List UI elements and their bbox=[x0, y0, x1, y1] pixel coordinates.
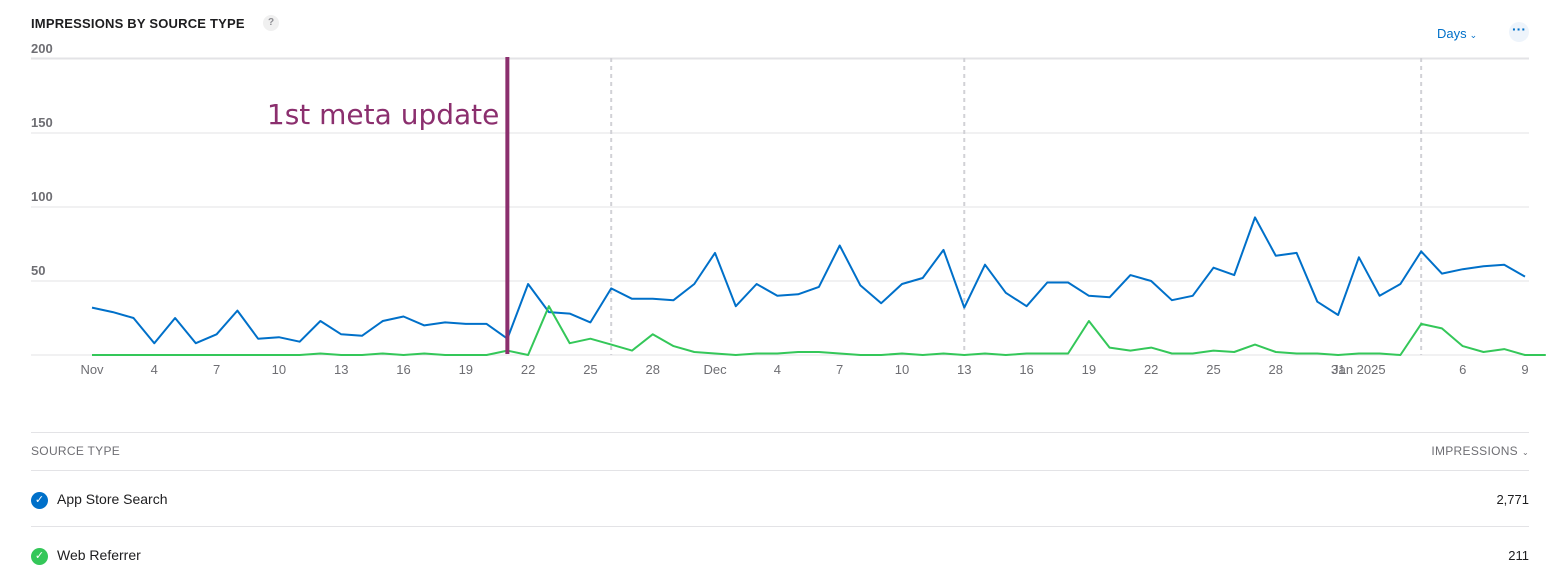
column-header-source-type: SOURCE TYPE bbox=[31, 444, 121, 458]
x-tick-label: 7 bbox=[836, 362, 843, 377]
x-tick-label: 10 bbox=[895, 362, 909, 377]
x-tick-label: 19 bbox=[459, 362, 473, 377]
x-tick-label: 19 bbox=[1082, 362, 1096, 377]
y-tick-label: 50 bbox=[31, 263, 45, 278]
period-select[interactable]: Days ⌄ bbox=[1437, 26, 1477, 41]
x-tick-label: 25 bbox=[583, 362, 597, 377]
check-circle-icon[interactable]: ✓ bbox=[31, 492, 48, 509]
column-header-impressions[interactable]: IMPRESSIONS ⌄ bbox=[1431, 444, 1529, 458]
x-tick-label: 31 bbox=[1331, 362, 1345, 377]
x-tick-label: 16 bbox=[396, 362, 410, 377]
series-line-app-store-search bbox=[91, 216, 1526, 345]
y-tick-label: 200 bbox=[31, 41, 53, 56]
x-tick-label: 13 bbox=[957, 362, 971, 377]
table-divider bbox=[31, 470, 1529, 471]
x-tick-label: 25 bbox=[1206, 362, 1220, 377]
ellipsis-icon[interactable]: ··· bbox=[1509, 22, 1529, 42]
question-mark-icon[interactable]: ? bbox=[263, 15, 279, 31]
chevron-down-icon: ⌄ bbox=[1521, 448, 1529, 457]
y-tick-label: 150 bbox=[31, 115, 53, 130]
check-circle-icon[interactable]: ✓ bbox=[31, 548, 48, 565]
annotation-label: 1st meta update bbox=[267, 98, 499, 131]
chevron-down-icon: ⌄ bbox=[1469, 30, 1478, 40]
x-tick-label: 7 bbox=[213, 362, 220, 377]
table-divider bbox=[31, 526, 1529, 527]
row-label-app-store-search: App Store Search bbox=[57, 491, 168, 507]
row-value-app-store-search: 2,771 bbox=[1496, 492, 1529, 507]
series-line-web-referrer bbox=[92, 305, 1546, 356]
x-tick-label: 6 bbox=[1459, 362, 1466, 377]
chart-title: IMPRESSIONS BY SOURCE TYPE bbox=[31, 16, 245, 31]
x-tick-label: 28 bbox=[1269, 362, 1283, 377]
period-select-label: Days bbox=[1437, 26, 1467, 41]
row-value-web-referrer: 211 bbox=[1508, 548, 1529, 563]
x-tick-label: 10 bbox=[272, 362, 286, 377]
x-tick-label: Nov bbox=[80, 362, 104, 377]
x-tick-label: Dec bbox=[703, 362, 727, 377]
x-tick-label: 28 bbox=[646, 362, 660, 377]
row-label-web-referrer: Web Referrer bbox=[57, 547, 141, 563]
column-header-impressions-label: IMPRESSIONS bbox=[1431, 444, 1518, 458]
x-tick-label: 16 bbox=[1019, 362, 1033, 377]
table-divider bbox=[31, 432, 1529, 433]
x-tick-label: 4 bbox=[774, 362, 781, 377]
impressions-line-chart: 200 150 100 50 Nov 4 7 10 13 16 19 22 25 28 Dec 4 7 10 13 1… bbox=[31, 41, 1546, 377]
x-tick-label: 13 bbox=[334, 362, 348, 377]
x-tick-label: 22 bbox=[521, 362, 535, 377]
y-tick-label: 100 bbox=[31, 189, 53, 204]
x-tick-label: 9 bbox=[1521, 362, 1528, 377]
x-tick-label: Jan 2025 bbox=[1332, 362, 1386, 377]
x-tick-label: 4 bbox=[151, 362, 158, 377]
x-tick-label: 22 bbox=[1144, 362, 1158, 377]
